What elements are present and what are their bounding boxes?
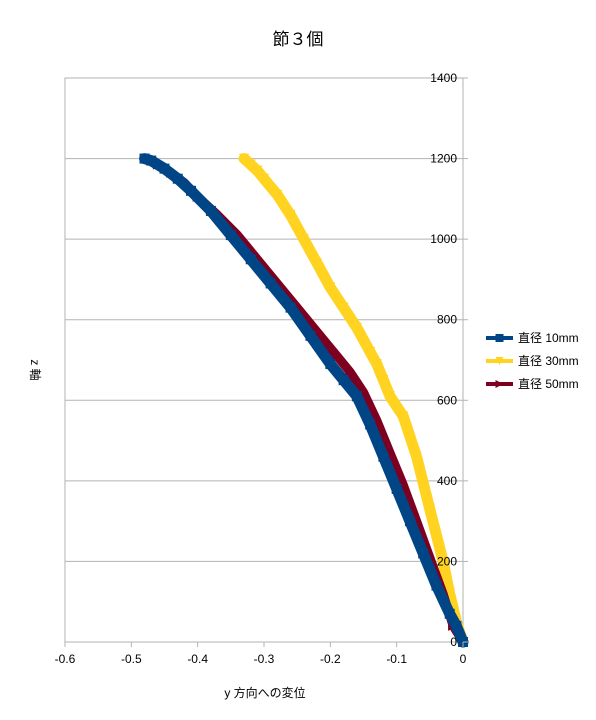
x-tick-label: -0.1 [386, 652, 407, 666]
data-point [325, 359, 336, 370]
legend-marker [495, 380, 504, 388]
legend: 直径 10mm 直径 30mm 直径 50mm [486, 331, 579, 391]
data-point [378, 451, 389, 462]
data-point [259, 173, 269, 184]
x-tick-label: 0 [460, 652, 467, 666]
y-axis-ticks: 0 200 400 600 800 1000 1200 1400 [430, 71, 468, 649]
data-point [252, 165, 263, 176]
grid [65, 77, 463, 643]
data-point [411, 451, 422, 462]
data-point [298, 234, 309, 245]
x-tick-label: -0.3 [254, 652, 275, 666]
data-point [305, 330, 316, 341]
legend-marker [495, 357, 504, 365]
y-tick-label: 400 [437, 474, 457, 488]
data-point [371, 359, 382, 370]
legend-item: 直径 50mm [486, 377, 579, 391]
data-point [325, 282, 336, 293]
legend-item: 直径 30mm [486, 354, 579, 368]
legend-item: 直径 10mm [486, 331, 579, 345]
data-point [365, 346, 376, 357]
data-point [239, 153, 250, 164]
data-point [451, 620, 462, 631]
legend-label: 直径 50mm [518, 377, 579, 391]
data-point [345, 367, 356, 378]
data-point [338, 375, 349, 386]
data-point [245, 159, 256, 170]
data-point [225, 230, 236, 241]
chart-title: 節３個 [273, 30, 324, 49]
y-axis-title: z 軸 [28, 359, 42, 380]
data-point [418, 548, 429, 559]
data-point [338, 302, 349, 313]
data-point [444, 588, 455, 599]
x-axis-title: y 方向への変位 [224, 685, 305, 700]
y-tick-label: 800 [437, 313, 457, 327]
data-point [172, 173, 183, 184]
data-point [139, 153, 150, 164]
data-point [331, 350, 342, 361]
data-point [431, 580, 442, 591]
y-tick-label: 200 [437, 554, 457, 568]
data-point [365, 419, 376, 430]
data-point [245, 254, 256, 265]
data-point [378, 375, 389, 386]
data-point [285, 209, 296, 220]
data-point [385, 391, 396, 402]
series-line [238, 153, 469, 648]
data-point [424, 504, 435, 515]
y-tick-label: 0 [450, 635, 457, 649]
data-point [312, 258, 323, 269]
data-point [404, 516, 415, 527]
y-tick-label: 1400 [430, 71, 457, 85]
y-tick-label: 600 [437, 393, 457, 407]
series-2 [238, 153, 469, 648]
data-point [351, 322, 362, 333]
data-point [438, 556, 449, 567]
plot-area-border [64, 77, 464, 643]
data-point [351, 391, 362, 402]
series-layer [139, 153, 469, 648]
data-point [398, 411, 409, 422]
legend-marker [495, 334, 504, 342]
data-point [272, 189, 283, 200]
y-tick-label: 1200 [430, 152, 457, 166]
y-tick-label: 1000 [430, 232, 457, 246]
data-point [205, 205, 216, 216]
series-1 [139, 153, 469, 648]
x-axis-ticks: -0.6 -0.5 -0.4 -0.3 -0.2 -0.1 0 [55, 642, 467, 666]
data-point [159, 163, 170, 174]
data-point [285, 302, 296, 313]
data-point [444, 608, 455, 619]
x-tick-label: -0.4 [187, 652, 208, 666]
data-point [391, 483, 402, 494]
x-tick-label: -0.6 [55, 652, 76, 666]
x-tick-label: -0.2 [320, 652, 341, 666]
data-point [186, 185, 197, 196]
x-tick-label: -0.5 [121, 652, 142, 666]
data-point [146, 155, 157, 166]
legend-label: 直径 10mm [518, 331, 579, 345]
data-point [265, 278, 276, 289]
legend-label: 直径 30mm [518, 354, 579, 368]
